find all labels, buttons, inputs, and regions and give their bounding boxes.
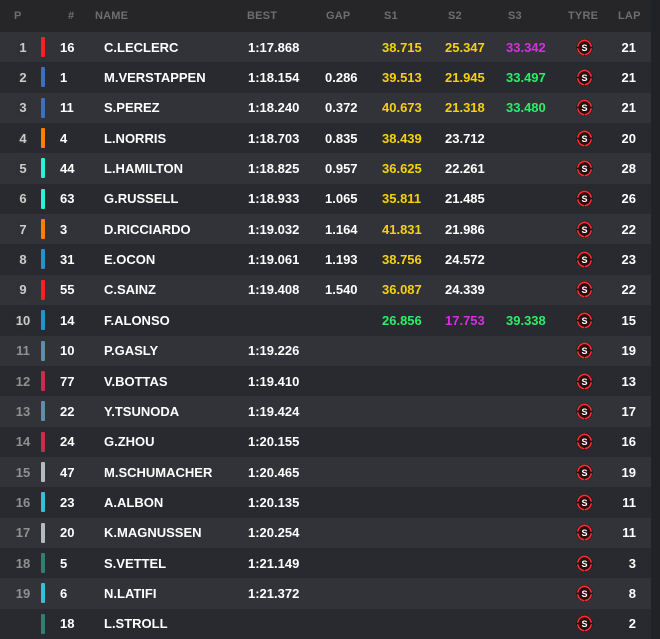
svg-text:S: S: [581, 619, 587, 629]
svg-text:S: S: [581, 376, 587, 386]
svg-text:S: S: [581, 316, 587, 326]
svg-text:S: S: [581, 528, 587, 538]
svg-text:S: S: [581, 134, 587, 144]
svg-text:S: S: [581, 73, 587, 83]
svg-text:S: S: [581, 437, 587, 447]
svg-text:S: S: [581, 285, 587, 295]
svg-text:S: S: [581, 255, 587, 265]
svg-text:S: S: [581, 589, 587, 599]
svg-text:S: S: [581, 467, 587, 477]
svg-text:S: S: [581, 407, 587, 417]
svg-text:S: S: [581, 42, 587, 52]
svg-text:S: S: [581, 194, 587, 204]
svg-text:S: S: [581, 346, 587, 356]
svg-text:S: S: [581, 498, 587, 508]
svg-text:S: S: [581, 164, 587, 174]
svg-text:S: S: [581, 103, 587, 113]
svg-text:S: S: [581, 225, 587, 235]
svg-text:S: S: [581, 558, 587, 568]
